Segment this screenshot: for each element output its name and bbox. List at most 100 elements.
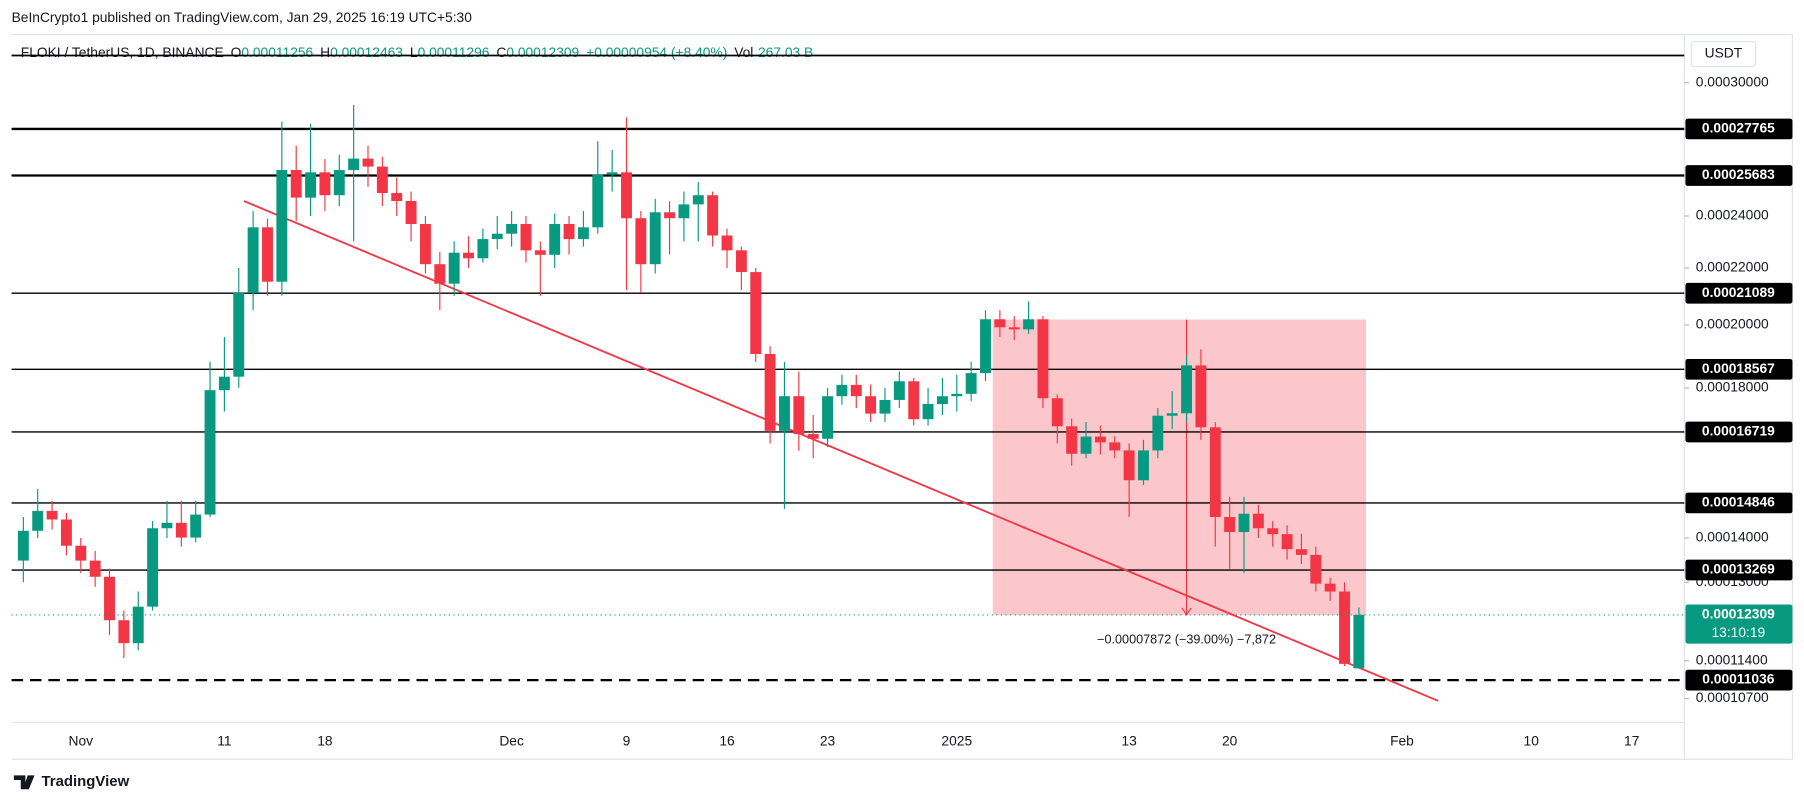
level-label: 0.00013269 [1702, 562, 1775, 577]
measure-label: −0.00007872 (−39.00%) −7,872 [1097, 633, 1276, 647]
current-price-box [1685, 604, 1793, 644]
candle-body [348, 158, 360, 171]
candle-body [161, 522, 173, 529]
currency[interactable]: USDT [1705, 46, 1743, 61]
x-tick-label: 2025 [941, 734, 972, 749]
level-label: 0.00025683 [1702, 167, 1775, 182]
candle-body [118, 620, 130, 644]
candle-body [333, 170, 345, 196]
candle-body [204, 390, 216, 515]
candle-body [994, 319, 1006, 328]
x-tick-label: Dec [499, 734, 524, 749]
candle-body [1252, 513, 1264, 529]
legend-h-label: H [320, 45, 330, 60]
candle-body [190, 514, 202, 538]
y-tick-label: 0.00024000 [1696, 208, 1769, 223]
x-tick-label: 23 [820, 734, 836, 749]
trendline [243, 200, 1439, 702]
candle-body [951, 393, 963, 397]
candle-body [1023, 319, 1035, 330]
candle-body [434, 264, 446, 284]
candle-body [32, 510, 44, 531]
level-label-box [1685, 421, 1793, 443]
candle-body [376, 166, 388, 194]
level-label-box [1685, 492, 1793, 514]
candle-body [1066, 426, 1078, 454]
legend-open: 0.00011256 [241, 45, 313, 60]
candle-body [419, 224, 431, 265]
candle-body [908, 381, 920, 420]
candle-body [678, 204, 690, 219]
y-tick-label: 0.00018000 [1696, 379, 1769, 394]
candle-body [879, 399, 891, 414]
candle-body [17, 530, 29, 561]
candle-body [692, 195, 704, 205]
x-tick-label: Feb [1390, 734, 1414, 749]
candle-body [60, 519, 72, 546]
candle-body [965, 373, 977, 394]
candle-body [865, 396, 877, 414]
candle-body [779, 396, 790, 431]
level-label-box [1685, 559, 1793, 581]
candle-body [980, 319, 991, 374]
support-label-box [1685, 669, 1793, 691]
candle-body [822, 396, 833, 439]
legend-change: +0.00000954 (+8.40%) [586, 45, 727, 60]
candle-body [1166, 413, 1178, 416]
level-label: 0.00016719 [1702, 424, 1775, 439]
candle-body [563, 224, 575, 240]
candle-body [1238, 513, 1250, 533]
y-tick-label: 0.00014000 [1696, 530, 1769, 545]
x-tick-label: 13 [1121, 734, 1137, 749]
candle-body [721, 235, 733, 251]
candle-body [247, 227, 259, 293]
candle-body [506, 224, 518, 234]
candle-body [1109, 442, 1121, 451]
candle-body [491, 233, 503, 240]
candle-body [233, 292, 245, 377]
legend-symbol: FLOKI / TetherUS, 1D, BINANCE [21, 45, 224, 60]
candle-body [463, 252, 474, 259]
x-tick-label: 10 [1524, 734, 1540, 749]
candle-body [1339, 591, 1350, 664]
candle-body [448, 252, 460, 284]
level-label-box [1685, 282, 1793, 304]
candle-body [362, 158, 374, 167]
candle-body [89, 560, 101, 577]
candle-body [893, 381, 905, 400]
x-tick-label: 18 [317, 734, 333, 749]
candle-body [577, 227, 589, 240]
candle-body [1138, 450, 1149, 481]
y-tick-label: 0.00010700 [1696, 690, 1769, 705]
candle-body [850, 384, 862, 397]
countdown: 13:10:19 [1712, 625, 1766, 640]
candle-body [477, 239, 489, 259]
candle-body [707, 195, 719, 236]
candle-body [1281, 534, 1293, 550]
x-tick-label: 20 [1222, 734, 1238, 749]
candle-body [175, 522, 187, 538]
candle-body [764, 353, 776, 431]
legend-vol: 267.03 B [758, 45, 813, 60]
candle-body [1295, 549, 1307, 555]
x-tick-label: 17 [1624, 734, 1639, 749]
legend-low: 0.00011296 [418, 45, 490, 60]
legend-vol-label: Vol [734, 45, 753, 60]
x-tick-label: 11 [217, 734, 231, 749]
candle-body [276, 170, 288, 282]
candle-body [319, 172, 331, 196]
legend-close: 0.00012309 [506, 45, 579, 60]
candle-body [391, 193, 403, 202]
currency-box[interactable] [1690, 40, 1757, 68]
current-price-label: 0.00012309 [1702, 607, 1775, 622]
candle-body [305, 172, 317, 198]
support-label: 0.00011036 [1702, 672, 1774, 687]
candle-body [750, 272, 762, 354]
candle-body [936, 396, 948, 405]
candle-body [1051, 398, 1063, 427]
legend-l-label: L [410, 45, 418, 60]
candle-body [1037, 319, 1049, 399]
candle-body [922, 404, 934, 420]
candle-body [1324, 583, 1336, 592]
